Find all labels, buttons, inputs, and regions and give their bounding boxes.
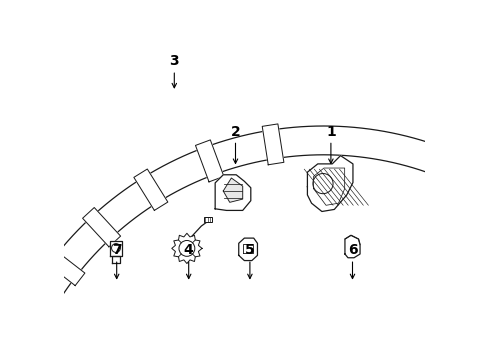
Polygon shape [82, 207, 121, 247]
Polygon shape [262, 124, 284, 165]
Text: 5: 5 [244, 243, 254, 257]
Polygon shape [110, 241, 122, 256]
Text: 2: 2 [230, 125, 240, 139]
Text: 4: 4 [183, 243, 193, 257]
Polygon shape [238, 238, 257, 261]
Polygon shape [215, 175, 250, 210]
Text: 6: 6 [347, 243, 357, 257]
Bar [203, 217, 211, 222]
Text: 1: 1 [325, 125, 335, 139]
Circle shape [179, 240, 194, 256]
Polygon shape [195, 140, 224, 182]
Polygon shape [112, 256, 120, 263]
Polygon shape [134, 169, 167, 210]
Polygon shape [20, 287, 61, 320]
Text: 3: 3 [169, 54, 179, 68]
Polygon shape [307, 156, 352, 211]
Polygon shape [37, 333, 44, 338]
Polygon shape [344, 235, 359, 258]
Text: 7: 7 [112, 243, 121, 257]
Polygon shape [223, 178, 242, 202]
Polygon shape [44, 249, 85, 285]
Polygon shape [171, 233, 202, 264]
